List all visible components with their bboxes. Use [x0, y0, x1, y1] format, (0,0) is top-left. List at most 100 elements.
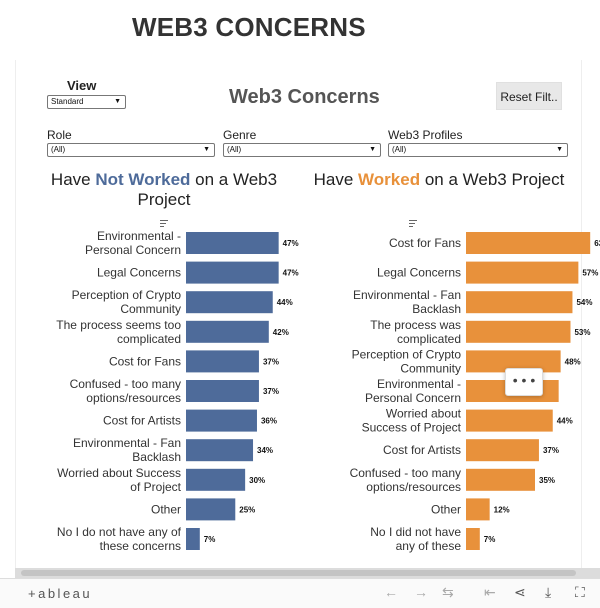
bar-value-label: 7%: [204, 535, 216, 544]
bar-7[interactable]: [466, 439, 539, 462]
bar-0[interactable]: [466, 232, 591, 254]
category-label: Success of Project: [362, 421, 462, 435]
bar-value-label: 30%: [249, 476, 265, 485]
category-label: Worried about Success: [57, 466, 181, 480]
chart-worked: 63% Cost for Fans 57% Legal Concerns 54% Envi…: [350, 232, 600, 553]
bar-value-label: 12%: [494, 505, 510, 514]
dashboard-title: Web3 Concerns: [229, 86, 380, 108]
bar-1[interactable]: [186, 261, 279, 284]
filter-label-role: Role: [47, 128, 72, 142]
bar-3[interactable]: [186, 320, 269, 343]
category-label: No I do not have any of: [57, 525, 182, 539]
share-icon[interactable]: ⋖: [514, 584, 526, 600]
view-label: View: [67, 78, 97, 93]
category-label: The process was: [370, 318, 461, 332]
filter-role-dropdown[interactable]: (All) ▼: [47, 143, 215, 157]
more-options-button[interactable]: • • •: [505, 368, 543, 396]
bar-4[interactable]: [186, 350, 259, 373]
chevron-down-icon: ▼: [369, 146, 376, 153]
filter-web3-profiles-value: (All): [392, 145, 407, 154]
filter-label-genre: Genre: [223, 128, 257, 142]
chart-title-suffix: on a Web3 Project: [420, 170, 565, 189]
download-icon[interactable]: ⤓: [545, 584, 552, 600]
filter-web3-profiles-dropdown[interactable]: (All) ▼: [388, 143, 568, 157]
view-dropdown-value: Standard: [51, 97, 84, 106]
category-label: Worried about: [386, 407, 462, 421]
bar-8[interactable]: [186, 468, 246, 491]
tableau-logo[interactable]: +ableau: [28, 586, 93, 601]
page-title: WEB3 CONCERNS: [132, 12, 366, 42]
category-label: options/resources: [366, 480, 461, 494]
bar-value-label: 37%: [263, 387, 279, 396]
category-label: these concerns: [100, 539, 181, 553]
bar-value-label: 53%: [574, 328, 590, 337]
bar-value-label: 35%: [539, 476, 555, 485]
category-label: Environmental - Fan: [73, 436, 181, 450]
chart-title-prefix: Have: [313, 170, 359, 189]
bar-0[interactable]: [186, 232, 279, 254]
chevron-down-icon: ▼: [556, 146, 563, 153]
category-label: Community: [120, 302, 181, 316]
filter-genre-dropdown[interactable]: (All) ▼: [223, 143, 381, 157]
bar-value-label: 42%: [273, 328, 289, 337]
category-label: Backlash: [132, 450, 181, 464]
filter-role-value: (All): [51, 145, 66, 154]
chart-title-emphasis: Worked: [358, 170, 421, 189]
first-page-icon[interactable]: ⇤: [484, 584, 496, 600]
category-label: Perception of Crypto: [352, 347, 462, 361]
category-label: The process seems too: [56, 318, 181, 332]
bar-value-label: 7%: [484, 535, 496, 544]
category-label: options/resources: [86, 391, 181, 405]
bar-4[interactable]: [466, 350, 561, 373]
view-dropdown[interactable]: Standard ▼: [47, 95, 126, 109]
scrollbar-thumb[interactable]: [21, 570, 576, 576]
bar-value-label: 44%: [557, 417, 573, 426]
bar-5[interactable]: [186, 380, 259, 402]
bar-9[interactable]: [186, 498, 236, 521]
reset-filters-button[interactable]: Reset Filt..: [496, 82, 562, 110]
tableau-footer: +ableau ← → ⇆ ⇤ ⋖ ⤓ ⛶: [0, 578, 600, 608]
bar-value-label: 54%: [576, 298, 592, 307]
category-label: Personal Concern: [365, 391, 461, 405]
chart-title-not-worked: Have Not Worked on a Web3 Project: [34, 170, 294, 210]
category-label: Cost for Fans: [109, 354, 181, 368]
horizontal-scrollbar[interactable]: [15, 568, 600, 578]
filter-genre-value: (All): [227, 145, 242, 154]
bar-8[interactable]: [466, 468, 535, 491]
bar-6[interactable]: [466, 409, 553, 432]
category-label: Community: [400, 361, 461, 375]
category-label: No I did not have: [370, 525, 461, 539]
category-label: Other: [151, 502, 181, 516]
bar-10[interactable]: [466, 528, 480, 550]
sort-icon[interactable]: [160, 220, 168, 228]
category-label: Backlash: [412, 302, 461, 316]
undo-icon[interactable]: ←: [384, 584, 398, 600]
bar-value-label: 44%: [277, 298, 293, 307]
category-label: Environmental -: [97, 229, 181, 243]
chart-title-suffix: on a Web3 Project: [137, 170, 278, 209]
bar-10[interactable]: [186, 528, 200, 550]
revert-icon[interactable]: ⇆: [442, 584, 454, 600]
bar-3[interactable]: [466, 320, 571, 343]
chart-not-worked: 47% Environmental -Personal Concern 47% Leg…: [56, 229, 299, 553]
category-label: Legal Concerns: [377, 266, 461, 280]
bar-value-label: 25%: [239, 505, 255, 514]
chevron-down-icon: ▼: [203, 146, 210, 153]
bar-value-label: 47%: [283, 239, 299, 248]
bar-9[interactable]: [466, 498, 490, 521]
bar-2[interactable]: [186, 291, 273, 314]
redo-icon[interactable]: →: [414, 584, 428, 600]
bar-value-label: 37%: [263, 357, 279, 366]
category-label: any of these: [396, 539, 462, 553]
bar-value-label: 47%: [283, 269, 299, 278]
bar-value-label: 37%: [543, 446, 559, 455]
bar-7[interactable]: [186, 439, 254, 462]
bar-6[interactable]: [186, 409, 257, 432]
bar-value-label: 57%: [582, 269, 598, 278]
fullscreen-icon[interactable]: ⛶: [575, 584, 585, 600]
category-label: complicated: [397, 332, 461, 346]
category-label: Confused - too many: [70, 377, 181, 391]
sort-icon[interactable]: [409, 220, 417, 228]
bar-2[interactable]: [466, 291, 573, 314]
bar-1[interactable]: [466, 261, 579, 284]
